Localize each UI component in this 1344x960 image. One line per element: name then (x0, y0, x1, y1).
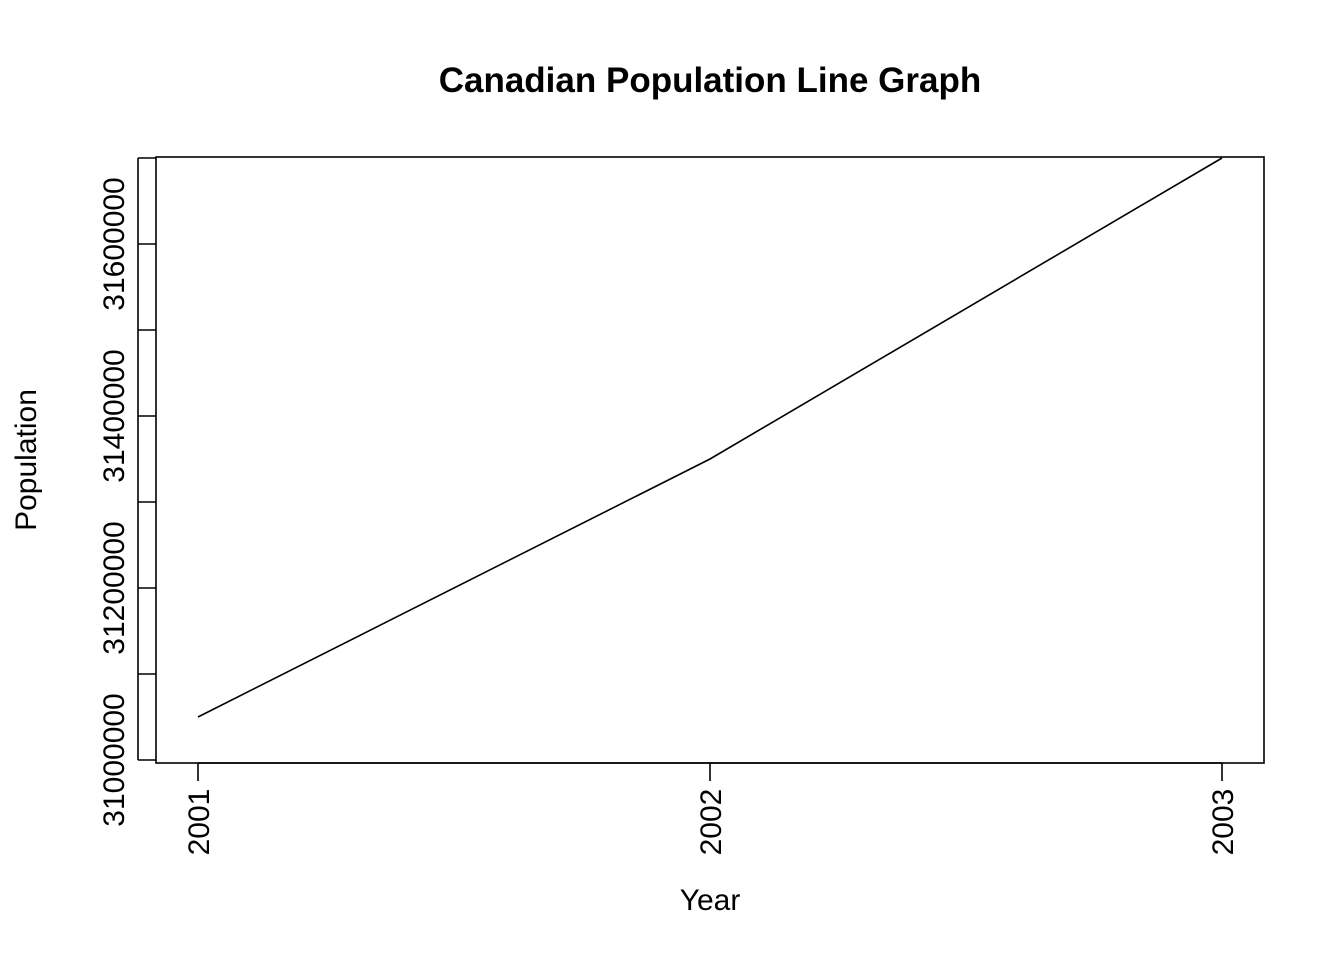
y-axis-label: Population (10, 389, 43, 531)
y-axis: 31000000 31200000 31400000 31600000 (98, 157, 156, 827)
y-tick-label: 31200000 (98, 521, 131, 654)
x-tick-label: 2003 (1207, 789, 1240, 856)
chart-title: Canadian Population Line Graph (439, 61, 982, 100)
x-axis: 2001 2002 2003 (183, 762, 1240, 856)
series-layer (197, 157, 1223, 718)
y-tick-label: 31000000 (98, 693, 131, 826)
x-tick-label: 2002 (695, 789, 728, 856)
y-tick-label: 31600000 (98, 177, 131, 310)
plot-frame (155, 156, 1265, 764)
y-tick-label: 31400000 (98, 349, 131, 482)
series-line (197, 157, 1223, 718)
x-tick-label: 2001 (183, 789, 216, 856)
x-axis-label: Year (680, 884, 741, 917)
